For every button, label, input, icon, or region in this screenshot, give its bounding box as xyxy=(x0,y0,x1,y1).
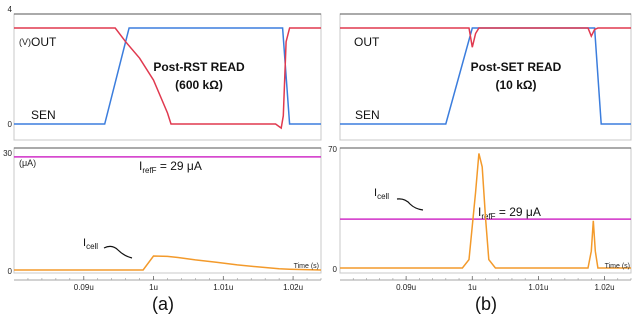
panel-a-reference-label-rest: = 29 μA xyxy=(157,159,202,173)
panel-a-reference-label-main: I xyxy=(139,159,142,173)
panel-a-title-line1: Post-RST READ xyxy=(153,60,245,74)
panel-a-sen-label: SEN xyxy=(31,108,56,122)
panel-b-cell-label-main: I xyxy=(374,187,377,199)
panel-b-x-axis: 0.09u 1u 1.01u 1.02u xyxy=(340,276,632,292)
panel-a-x-tick-label: 1.01u xyxy=(213,283,233,292)
panel-a-out-label: OUT xyxy=(31,35,57,49)
panel-a-cell-label-sub: cell xyxy=(86,242,98,251)
panel-a-x-tick-label: 1u xyxy=(149,283,158,292)
panel-a-title-line2: (600 kΩ) xyxy=(175,78,223,92)
panel-a-current-ytick-top: 30 xyxy=(3,149,12,158)
panel-a-x-tick-label: 1.02u xyxy=(283,283,303,292)
panel-a-voltage-ytick-top: 4 xyxy=(8,5,13,14)
panel-a-cell-line xyxy=(14,255,322,271)
panel-b-x-tick-label: 1.02u xyxy=(595,283,615,292)
panel-b-reference-label-sub: refF xyxy=(481,212,495,221)
panel-b-title-line1: Post-SET READ xyxy=(471,60,562,74)
panel-b-cell-line xyxy=(340,153,631,269)
panel-a-xlabel: Time (s) xyxy=(294,263,319,270)
panel-b-out-label: OUT xyxy=(354,35,380,49)
panel-a-voltage-frame xyxy=(13,13,322,141)
panel-b-reference-label-rest: = 29 μA xyxy=(496,205,541,219)
panel-b-x-tick-label: 1u xyxy=(468,283,477,292)
panel-b-sen-label: SEN xyxy=(355,108,380,122)
panel-b-caption: (b) xyxy=(475,294,497,314)
panel-b: OUT SEN Post-SET READ (10 kΩ) 70 0 IrefF… xyxy=(328,13,632,314)
panel-a-cell-pointer xyxy=(103,245,133,259)
panel-a: 4 0 (V) OUT SEN Post-RST READ (600 kΩ) 3… xyxy=(3,5,322,314)
panel-a-x-tick-label: 0.09u xyxy=(74,283,94,292)
panel-b-reference-label-main: I xyxy=(478,205,481,219)
panel-a-voltage-ytick-bottom: 0 xyxy=(8,120,13,129)
panel-a-sen-line xyxy=(14,27,321,125)
panel-a-x-axis: 0.09u 1u 1.01u 1.02u xyxy=(14,276,322,292)
panel-b-x-tick-label: 1.01u xyxy=(528,283,548,292)
panel-a-cell-label: Icell xyxy=(83,237,98,251)
panel-a-voltage-ylabel: (V) xyxy=(19,37,31,47)
panel-b-sen-line xyxy=(340,27,631,125)
panel-b-cell-label-sub: cell xyxy=(377,192,389,201)
panel-a-cell-label-main: I xyxy=(83,237,86,249)
panel-a-current-ytick-bottom: 0 xyxy=(8,267,13,276)
panel-b-cell-pointer xyxy=(396,198,424,211)
panel-b-x-tick-label: 0.09u xyxy=(396,283,416,292)
panel-b-current-ytick-top: 70 xyxy=(328,145,337,154)
panel-a-current-ylabel: (μA) xyxy=(19,158,36,168)
panel-b-voltage-frame xyxy=(339,13,632,141)
panel-b-xlabel: Time (s) xyxy=(605,263,630,270)
panel-a-reference-label: IrefF = 29 μA xyxy=(139,159,202,175)
panel-a-reference-label-sub: refF xyxy=(142,166,156,175)
panel-a-out-line xyxy=(14,27,321,130)
panel-a-caption: (a) xyxy=(152,294,174,314)
panel-b-cell-label: Icell xyxy=(374,187,389,201)
panel-b-reference-label: IrefF = 29 μA xyxy=(478,205,541,221)
panel-b-current-ytick-bottom: 0 xyxy=(333,265,338,274)
panel-b-out-line xyxy=(340,27,631,48)
panel-b-title-line2: (10 kΩ) xyxy=(496,78,537,92)
